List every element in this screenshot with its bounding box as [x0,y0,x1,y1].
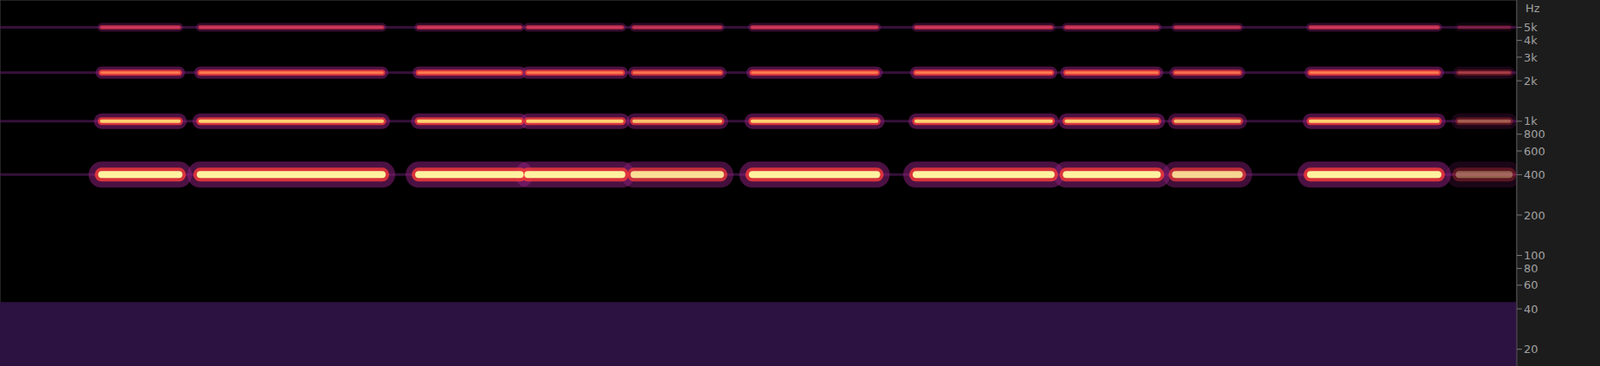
svg-text:600: 600 [1523,144,1546,158]
svg-text:800: 800 [1523,127,1546,141]
svg-text:1k: 1k [1523,114,1538,128]
svg-text:3k: 3k [1523,51,1538,65]
svg-text:400: 400 [1523,168,1546,182]
svg-text:60: 60 [1523,278,1539,292]
svg-text:200: 200 [1523,208,1546,222]
html-text:Hz: Hz [1525,1,1540,15]
svg-text:2k: 2k [1523,74,1538,88]
svg-text:4k: 4k [1523,33,1538,47]
svg-text:40: 40 [1523,302,1539,316]
svg-text:80: 80 [1523,261,1539,275]
svg-text:5k: 5k [1523,20,1538,34]
svg-text:20: 20 [1523,342,1539,356]
svg-text:100: 100 [1523,248,1546,262]
